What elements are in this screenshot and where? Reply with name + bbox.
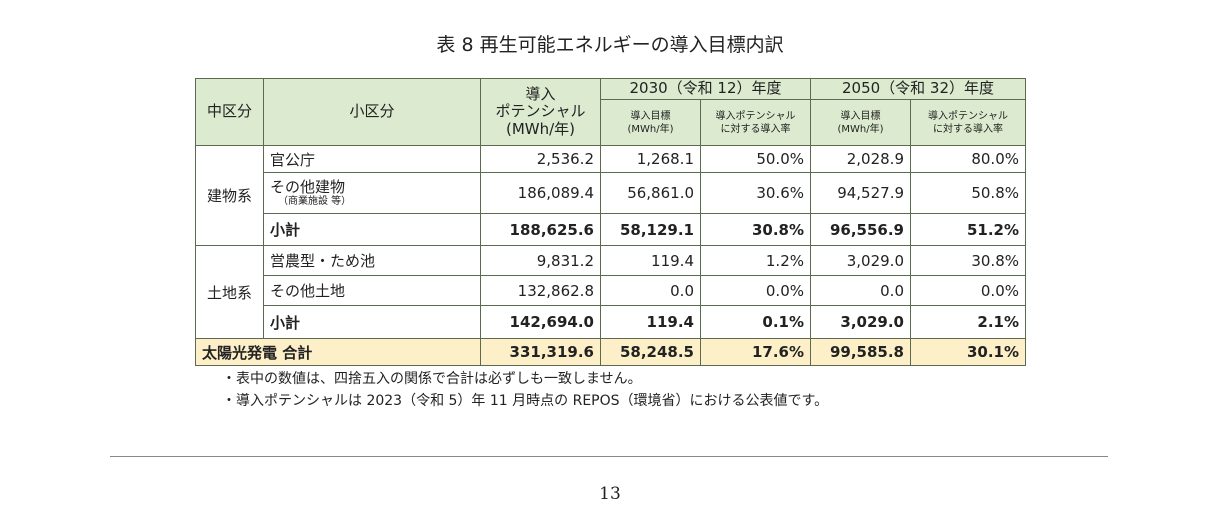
value-cell: 2,028.9 — [810, 145, 911, 173]
value-cell: 132,862.8 — [480, 275, 601, 306]
value-cell: 2.1% — [910, 305, 1026, 339]
subtotal-row: 小計 142,694.0 119.4 0.1% 3,029.0 2.1% — [196, 305, 1026, 339]
row-label-text: その他建物 — [270, 178, 346, 197]
value-cell: 94,527.9 — [810, 172, 911, 214]
header-row: 中区分 小区分 導入 ポテンシャル (MWh/年) 2030（令和 12）年度 2050（令… — [195, 78, 1026, 146]
row-label-text: 小計 — [270, 221, 301, 239]
value-cell: 0.1% — [700, 305, 811, 339]
header-line: 導入ポテンシャル — [715, 110, 796, 122]
value-cell: 3,029.0 — [810, 245, 911, 276]
header-row: 導入目標 (MWh/年) 導入ポテンシャル に対する導入率 導入目標 (MWh/年) 導入ポ… — [196, 99, 1026, 146]
row-note: （商業施設 等） — [278, 195, 352, 207]
row-label: 小計 — [263, 213, 481, 246]
value-cell: 30.6% — [700, 172, 811, 214]
row-label: その他土地 — [263, 275, 481, 306]
value-cell: 0.0% — [910, 275, 1026, 306]
row-label-text: 営農型・ため池 — [270, 252, 376, 270]
header-line: 導入 — [525, 85, 556, 104]
header-cell: 導入目標 (MWh/年) — [810, 99, 911, 146]
header-cell: 導入目標 (MWh/年) — [600, 99, 701, 146]
row-label-text: 官公庁 — [270, 150, 316, 169]
header-line: (MWh/年) — [837, 123, 884, 135]
header-cell: 小区分 — [263, 78, 481, 146]
header-cell: 2050（令和 32）年度 — [810, 78, 1026, 100]
value-cell: 30.1% — [910, 338, 1026, 366]
note: ・導入ポテンシャルは 2023（令和 5）年 11 月時点の REPOS（環境省… — [222, 393, 829, 409]
row-label: その他建物 （商業施設 等） — [263, 172, 481, 214]
header-cell: 導入ポテンシャル に対する導入率 — [910, 99, 1026, 146]
data-row: 建物系 官公庁 2,536.2 1,268.1 50.0% 2,028.9 80.0% — [195, 145, 1026, 246]
value-cell: 50.8% — [910, 172, 1026, 214]
value-cell: 58,129.1 — [600, 213, 701, 246]
data-table: 中区分 小区分 導入 ポテンシャル (MWh/年) 2030（令和 12）年度 2050（令… — [195, 78, 1026, 366]
notes: ・表中の数値は、四捨五入の関係で合計は必ずしも一致しません。・導入ポテンシャルは… — [222, 368, 828, 412]
value-cell: 1,268.1 — [600, 145, 701, 173]
header-line: (MWh/年) — [627, 123, 674, 135]
row-label-text: 小計 — [270, 313, 301, 332]
data-row: 土地系 営農型・ため池 9,831.2 119.4 1.2% 3,029.0 30.8% — [195, 245, 1026, 339]
value-cell: 142,694.0 — [480, 305, 601, 339]
header-line: (MWh/年) — [505, 119, 576, 138]
footer-rule — [110, 456, 1108, 457]
value-cell: 188,625.6 — [480, 213, 601, 246]
value-cell: 56,861.0 — [600, 172, 701, 214]
group-cell: 土地系 — [195, 245, 264, 339]
value-cell: 186,089.4 — [480, 172, 601, 214]
row-label-text: その他土地 — [270, 282, 346, 300]
row-label: 官公庁 — [263, 145, 481, 173]
header-cell: 導入ポテンシャル に対する導入率 — [700, 99, 811, 146]
row-label: 小計 — [263, 305, 481, 339]
value-cell: 0.0 — [600, 275, 701, 306]
header-line: に対する導入率 — [933, 123, 1003, 135]
group-cell: 建物系 — [195, 145, 264, 246]
value-cell: 50.0% — [700, 145, 811, 173]
value-cell: 51.2% — [910, 213, 1026, 246]
header-line: に対する導入率 — [720, 123, 791, 135]
value-cell: 30.8% — [910, 245, 1026, 276]
value-cell: 119.4 — [600, 245, 701, 276]
value-cell: 96,556.9 — [810, 213, 911, 246]
value-cell: 80.0% — [910, 145, 1026, 173]
value-cell: 119.4 — [600, 305, 701, 339]
data-row: その他土地 132,862.8 0.0 0.0% 0.0 0.0% — [196, 275, 1026, 306]
value-cell: 0.0% — [700, 275, 811, 306]
value-cell: 17.6% — [700, 338, 811, 366]
header-line: 導入ポテンシャル — [928, 110, 1008, 122]
table-title: 表 8 再生可能エネルギーの導入目標内訳 — [436, 34, 784, 56]
value-cell: 2,536.2 — [480, 145, 601, 173]
header-line: ポテンシャル — [495, 102, 586, 121]
value-cell: 58,248.5 — [600, 338, 701, 366]
header-cell: 導入 ポテンシャル (MWh/年) — [480, 78, 601, 146]
page-number: 13 — [599, 484, 621, 504]
header-line: 導入目標 — [630, 110, 671, 122]
subtotal-row: 小計 188,625.6 58,129.1 30.8% 96,556.9 51.2% — [196, 213, 1026, 246]
row-label: 営農型・ため池 — [263, 245, 481, 276]
value-cell: 1.2% — [700, 245, 811, 276]
value-cell: 331,319.6 — [480, 338, 601, 366]
value-cell: 30.8% — [700, 213, 811, 246]
header-cell: 2030（令和 12）年度 — [600, 78, 811, 100]
header-cell: 中区分 — [195, 78, 264, 146]
note: ・表中の数値は、四捨五入の関係で合計は必ずしも一致しません。 — [222, 371, 642, 387]
value-cell: 3,029.0 — [810, 305, 911, 339]
total-row: 太陽光発電 合計 331,319.6 58,248.5 17.6% 99,585.8 30… — [195, 338, 1026, 366]
value-cell: 0.0 — [810, 275, 911, 306]
value-cell: 9,831.2 — [480, 245, 601, 276]
data-row: その他建物 （商業施設 等） 186,089.4 56,861.0 30.6% 94,52… — [196, 172, 1026, 214]
header-line: 導入目標 — [840, 110, 881, 122]
value-cell: 99,585.8 — [810, 338, 911, 366]
total-label: 太陽光発電 合計 — [195, 338, 481, 366]
